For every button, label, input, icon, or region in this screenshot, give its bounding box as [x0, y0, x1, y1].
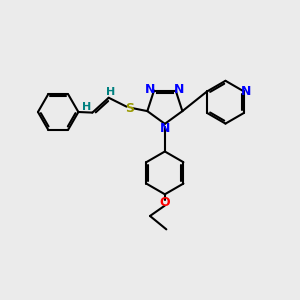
Text: S: S — [125, 102, 134, 115]
Text: H: H — [106, 87, 115, 98]
Text: N: N — [160, 122, 170, 135]
Text: O: O — [160, 196, 170, 209]
Text: H: H — [82, 102, 91, 112]
Text: N: N — [174, 82, 184, 95]
Text: N: N — [241, 85, 252, 98]
Text: N: N — [145, 82, 156, 95]
